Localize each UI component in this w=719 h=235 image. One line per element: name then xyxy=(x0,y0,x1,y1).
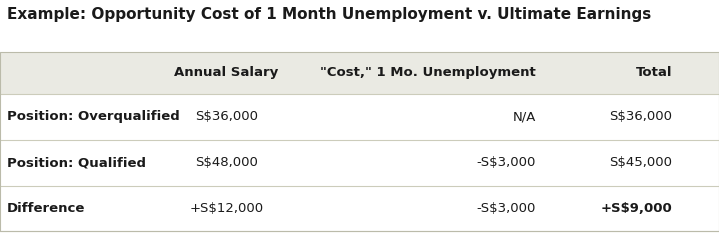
Text: N/A: N/A xyxy=(512,110,536,123)
Text: S$48,000: S$48,000 xyxy=(195,156,258,169)
Text: S$45,000: S$45,000 xyxy=(609,156,672,169)
Text: S$36,000: S$36,000 xyxy=(195,110,258,123)
Text: Example: Opportunity Cost of 1 Month Unemployment v. Ultimate Earnings: Example: Opportunity Cost of 1 Month Une… xyxy=(7,7,651,22)
Text: Difference: Difference xyxy=(7,202,86,215)
Text: Total: Total xyxy=(636,66,672,79)
Text: -S$3,000: -S$3,000 xyxy=(476,156,536,169)
Text: -S$3,000: -S$3,000 xyxy=(476,202,536,215)
Text: Position: Qualified: Position: Qualified xyxy=(7,156,146,169)
Bar xyxy=(0,52,719,94)
Text: Annual Salary: Annual Salary xyxy=(175,66,278,79)
Text: Position: Overqualified: Position: Overqualified xyxy=(7,110,180,123)
Text: +S$12,000: +S$12,000 xyxy=(189,202,264,215)
Text: S$36,000: S$36,000 xyxy=(609,110,672,123)
Text: +S$9,000: +S$9,000 xyxy=(600,202,672,215)
Text: "Cost," 1 Mo. Unemployment: "Cost," 1 Mo. Unemployment xyxy=(320,66,536,79)
Bar xyxy=(0,52,719,231)
